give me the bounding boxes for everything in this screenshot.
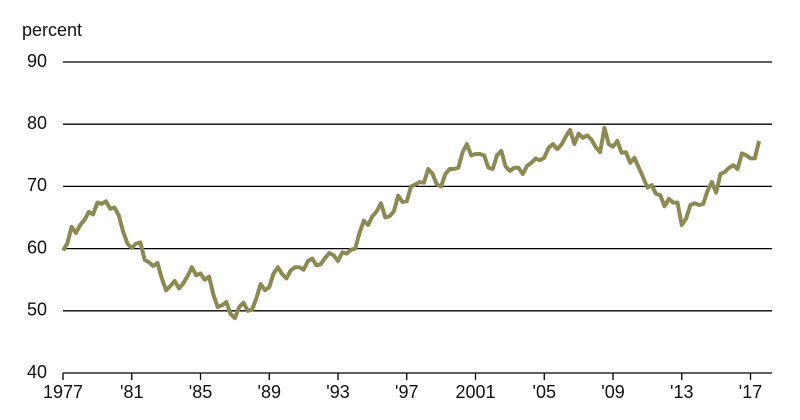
y-tick-label: 90	[27, 51, 47, 71]
x-tick-label: '89	[258, 382, 281, 402]
x-tick-label: '81	[120, 382, 143, 402]
y-tick-label: 70	[27, 175, 47, 195]
y-tick-label: 60	[27, 237, 47, 257]
x-tick-label: '93	[326, 382, 349, 402]
x-tick-label: '09	[601, 382, 624, 402]
x-tick-label: '85	[189, 382, 212, 402]
y-tick-label: 50	[27, 300, 47, 320]
y-tick-label: 80	[27, 113, 47, 133]
x-tick-label: '97	[395, 382, 418, 402]
data-line	[61, 125, 762, 321]
x-tick-label: 2001	[455, 382, 495, 402]
x-tick-label: '13	[670, 382, 693, 402]
y-axis-label: percent	[22, 20, 82, 40]
x-tick-label: 1977	[43, 382, 83, 402]
x-tick-label: '05	[533, 382, 556, 402]
x-tick-label: '17	[739, 382, 762, 402]
y-tick-label: 40	[27, 362, 47, 382]
